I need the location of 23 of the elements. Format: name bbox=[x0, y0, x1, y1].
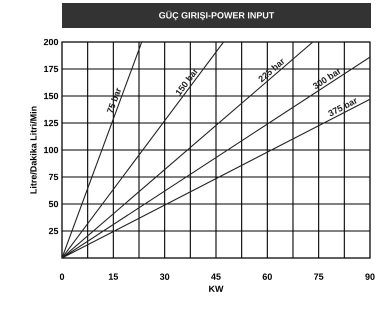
text: 75 bar bbox=[106, 88, 121, 113]
y-axis-title: Litre/Dakika Litri/Min bbox=[30, 106, 37, 194]
text: 225 bar bbox=[258, 58, 284, 82]
text: 300 bar bbox=[312, 68, 340, 89]
y-tick-label: 75 bbox=[48, 174, 58, 180]
x-tick-label: 15 bbox=[108, 274, 118, 280]
y-tick-label: 175 bbox=[44, 66, 58, 72]
y-tick-label: 25 bbox=[48, 228, 58, 234]
y-tick-label: 200 bbox=[44, 38, 58, 46]
chart-title: GÜÇ GIRIŞI-POWER INPUT bbox=[159, 10, 274, 20]
x-tick-label: 60 bbox=[262, 274, 272, 280]
text: 375 bar bbox=[328, 98, 357, 116]
x-tick-label: 90 bbox=[365, 274, 375, 280]
x-tick-label: 0 bbox=[60, 274, 64, 280]
x-tick-label: 75 bbox=[314, 274, 324, 280]
y-tick-label: 100 bbox=[44, 146, 58, 154]
y-tick-label: 150 bbox=[44, 92, 58, 100]
x-tick-label: 45 bbox=[211, 274, 221, 280]
x-axis-title: KW bbox=[209, 286, 224, 292]
text: 150 bar bbox=[176, 68, 198, 96]
x-tick-label: 30 bbox=[160, 274, 170, 280]
y-tick-label: 125 bbox=[44, 120, 58, 126]
y-tick-label: 50 bbox=[48, 200, 58, 208]
